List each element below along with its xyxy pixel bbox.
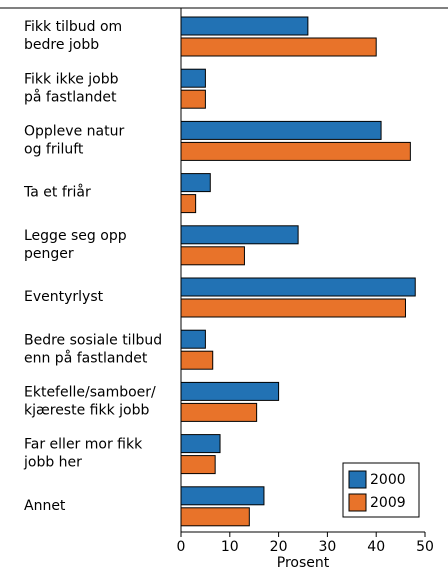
label-line: Ektefelle/samboer/ [24,385,156,401]
legend-label: 2009 [370,495,406,511]
label-line: Oppleve natur [24,124,124,140]
x-tick-label: 40 [367,539,385,555]
label-line: Bedre sosiale tilbud [24,332,162,348]
bar [180,507,250,527]
x-tick-label: 20 [270,539,288,555]
label-line: Fikk tilbud om [24,19,122,35]
y-tick-label: Legge seg opp penger [24,228,127,262]
label-line: Far eller mor fikk [24,437,143,453]
bar [180,277,416,297]
y-tick-label: Annet [24,498,66,514]
y-tick-label: Ta et friår [23,184,91,201]
y-tick-label: Fikk tilbud om bedre jobb [24,19,122,53]
bar [180,298,406,318]
label-line: penger [24,246,74,262]
bar [180,402,258,422]
bar [180,329,206,349]
x-tick-label: 10 [221,539,239,555]
bar [180,89,206,109]
label-line: Annet [24,498,66,514]
bar [180,350,214,370]
bar [180,194,197,214]
bar [180,141,411,161]
bar [180,173,211,193]
y-tick-label: Ektefelle/samboer/kjæreste fikk jobb [24,385,156,419]
y-tick-label: Oppleve natur og friluft [24,124,124,158]
label-line: Eventyrlyst [24,289,104,305]
label-line: Fikk ikke jobb [24,71,119,87]
y-tick-label: Far eller mor fikk jobb her [23,437,143,471]
x-tick-label: 30 [318,539,336,555]
x-axis-label: Prosent [277,555,330,571]
x-tick-label: 50 [416,539,434,555]
bar [180,68,206,88]
bar [180,381,280,401]
bar [180,434,221,454]
bar [180,120,382,140]
label-line: og friluft [24,142,84,158]
y-tick-label: Bedre sosiale tilbud enn på fastlandet [24,332,162,366]
legend-label: 2000 [370,472,406,488]
bar [180,486,265,506]
label-line: enn på fastlandet [24,349,148,366]
bar [180,225,299,245]
legend-swatch [348,493,367,512]
bar [180,246,245,266]
x-tick-label: 0 [177,539,186,555]
label-line: bedre jobb [24,37,99,53]
bar [180,37,377,57]
bar [180,16,309,36]
label-line: Ta et friår [23,184,91,201]
label-line: på fastlandet [24,88,117,105]
y-tick-label: Fikk ikke jobb på fastlandet [24,71,119,105]
legend-swatch [348,470,367,489]
label-line: jobb her [23,455,82,471]
bar [180,455,216,475]
label-line: kjæreste fikk jobb [24,403,149,419]
legend: 2000 2009 [342,462,420,518]
y-tick-label: Eventyrlyst [24,289,104,305]
label-line: Legge seg opp [24,228,127,244]
